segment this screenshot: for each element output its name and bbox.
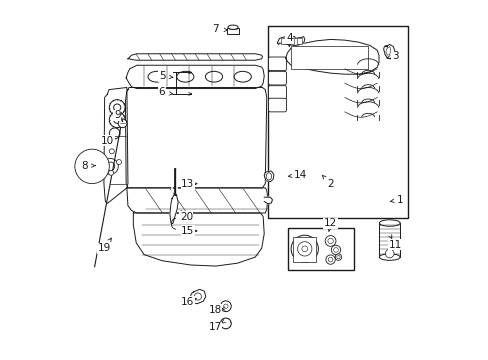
Polygon shape	[190, 289, 205, 304]
Circle shape	[325, 235, 335, 246]
Circle shape	[106, 162, 115, 171]
Circle shape	[327, 257, 332, 262]
Circle shape	[385, 249, 393, 258]
Bar	[281, 38, 285, 44]
Circle shape	[109, 112, 125, 128]
Bar	[267, 26, 407, 218]
Bar	[292, 237, 316, 262]
Polygon shape	[264, 197, 272, 204]
Text: 18: 18	[208, 305, 221, 315]
Text: 17: 17	[208, 322, 221, 332]
Ellipse shape	[234, 71, 251, 82]
Text: 9: 9	[114, 111, 120, 121]
Circle shape	[113, 116, 121, 123]
Bar	[379, 223, 399, 257]
Polygon shape	[383, 44, 394, 59]
Circle shape	[116, 159, 121, 165]
Bar	[289, 38, 293, 44]
Circle shape	[108, 170, 113, 175]
Circle shape	[220, 301, 231, 312]
Circle shape	[335, 254, 341, 260]
Text: 7: 7	[212, 24, 219, 35]
Text: 10: 10	[101, 136, 114, 145]
FancyBboxPatch shape	[268, 98, 286, 112]
Circle shape	[87, 161, 97, 171]
Text: 6: 6	[159, 87, 165, 97]
Bar	[290, 45, 367, 69]
Circle shape	[118, 119, 126, 128]
Text: 20: 20	[180, 212, 193, 221]
Text: 2: 2	[326, 179, 333, 189]
Circle shape	[301, 246, 307, 252]
Polygon shape	[133, 213, 264, 266]
Circle shape	[109, 149, 114, 154]
Polygon shape	[126, 188, 267, 213]
Polygon shape	[264, 171, 273, 182]
Polygon shape	[285, 40, 378, 74]
Ellipse shape	[148, 71, 165, 82]
Text: 16: 16	[181, 297, 194, 307]
Circle shape	[113, 104, 121, 111]
Text: 5: 5	[159, 71, 165, 81]
Circle shape	[75, 149, 109, 184]
Text: 12: 12	[323, 218, 337, 228]
Bar	[297, 38, 301, 44]
Ellipse shape	[205, 71, 222, 82]
Circle shape	[325, 255, 335, 264]
Circle shape	[102, 158, 118, 174]
Circle shape	[220, 318, 231, 329]
Circle shape	[109, 100, 125, 116]
Text: 4: 4	[285, 33, 292, 43]
Bar	[226, 28, 239, 35]
Ellipse shape	[379, 254, 399, 260]
Ellipse shape	[227, 25, 238, 30]
Bar	[287, 228, 353, 270]
Ellipse shape	[379, 220, 399, 226]
Text: 11: 11	[387, 239, 401, 249]
FancyBboxPatch shape	[268, 86, 286, 99]
Circle shape	[83, 158, 101, 175]
Polygon shape	[169, 194, 178, 224]
Text: 19: 19	[98, 243, 111, 253]
Text: 13: 13	[181, 179, 194, 189]
Ellipse shape	[176, 71, 194, 82]
Text: 8: 8	[81, 161, 88, 171]
Polygon shape	[125, 87, 266, 188]
Circle shape	[333, 248, 338, 252]
Polygon shape	[277, 37, 304, 45]
Circle shape	[327, 238, 333, 244]
Circle shape	[290, 235, 318, 262]
Circle shape	[109, 128, 120, 139]
Text: 3: 3	[391, 51, 398, 61]
Text: 1: 1	[396, 195, 403, 205]
Polygon shape	[128, 54, 262, 60]
FancyBboxPatch shape	[268, 71, 286, 85]
Circle shape	[297, 242, 311, 256]
Polygon shape	[104, 87, 128, 203]
Circle shape	[330, 245, 340, 255]
Ellipse shape	[265, 173, 271, 180]
Polygon shape	[126, 65, 264, 89]
Circle shape	[336, 256, 339, 259]
Circle shape	[223, 304, 227, 309]
Text: 14: 14	[293, 170, 306, 180]
Circle shape	[194, 293, 201, 300]
Circle shape	[79, 153, 105, 179]
Text: 15: 15	[181, 226, 194, 236]
FancyBboxPatch shape	[268, 57, 286, 71]
